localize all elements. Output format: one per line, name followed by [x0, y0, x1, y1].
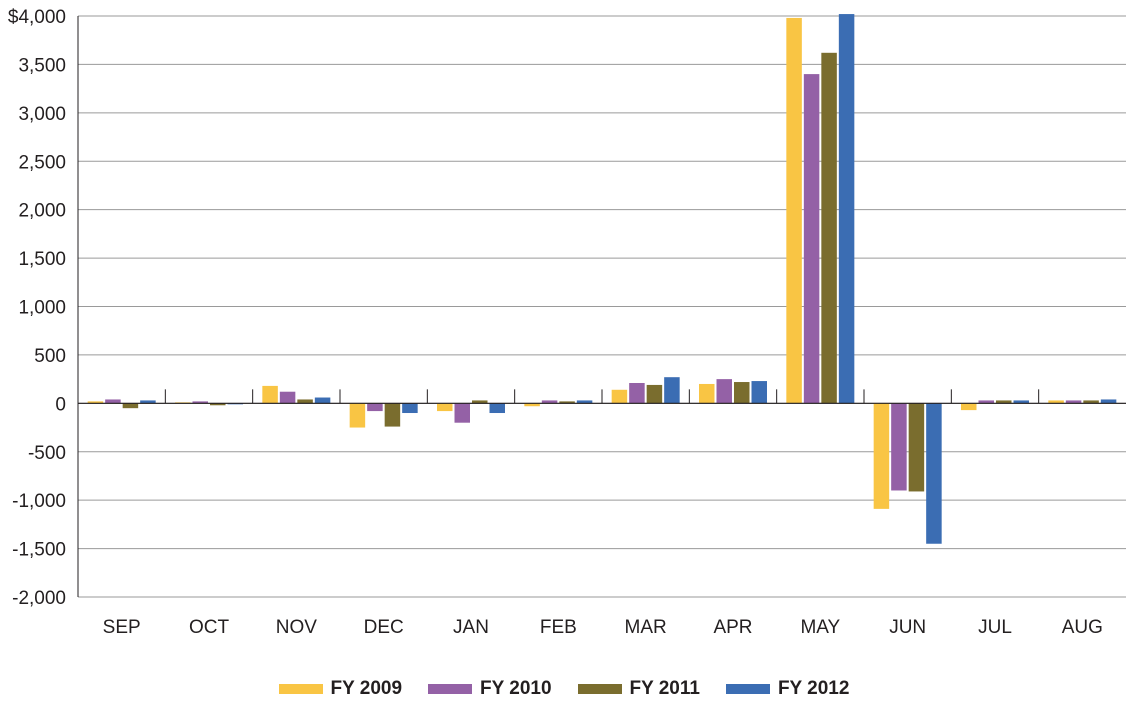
bar-fy-2012-jan [489, 403, 505, 414]
bar-fy-2010-jun [891, 403, 907, 491]
bar-fy-2012-dec [402, 403, 418, 414]
legend: FY 2009 FY 2010 FY 2011 FY 2012 [0, 676, 1128, 702]
legend-label: FY 2011 [629, 678, 700, 699]
category-label: OCT [189, 617, 230, 638]
bar-fy-2010-feb [541, 400, 558, 404]
bars [87, 14, 1117, 544]
legend-item: FY 2011 [577, 678, 700, 700]
bar-fy-2009-feb [524, 403, 540, 407]
y-tick-label: 1,000 [18, 298, 66, 319]
legend-label: FY 2009 [330, 678, 403, 699]
category-label: JUN [889, 617, 926, 638]
bar-fy-2010-jan [454, 403, 470, 423]
legend-item: FY 2009 [278, 678, 403, 700]
category-label: MAY [800, 617, 840, 638]
category-label: JAN [453, 617, 489, 638]
bar-fy-2012-feb [576, 400, 593, 404]
bar-fy-2010-sep [105, 399, 121, 404]
bar-fy-2009-may [786, 17, 802, 404]
bar-fy-2011-apr [734, 382, 750, 404]
y-tick-label: -2,000 [12, 588, 66, 609]
bar-fy-2012-sep [140, 400, 156, 404]
bar-fy-2011-jun [908, 403, 925, 492]
legend-swatch [577, 684, 622, 694]
bar-fy-2011-may [821, 52, 837, 404]
bar-fy-2009-dec [349, 403, 366, 428]
bar-fy-2009-sep [87, 401, 104, 404]
bar-fy-2009-mar [611, 389, 628, 404]
y-tick-label: 1,500 [18, 249, 66, 270]
bar-fy-2011-aug [1083, 400, 1099, 404]
category-label: FEB [540, 617, 577, 638]
category-label: NOV [276, 617, 318, 638]
bar-fy-2012-jun [926, 403, 942, 544]
legend-swatch [428, 684, 473, 694]
y-tick-label: 3,000 [18, 104, 66, 125]
y-tick-label: 0 [55, 394, 66, 415]
category-label: APR [713, 617, 752, 638]
legend-item: FY 2010 [428, 678, 552, 700]
bar-fy-2011-feb [559, 401, 575, 404]
bar-fy-2012-apr [751, 381, 767, 404]
bar-fy-2011-mar [646, 384, 663, 404]
x-axis-category-labels: SEP OCT NOV DEC JAN FEB MAR APR MAY JUN JUL AUG [103, 617, 1103, 638]
legend-swatch [278, 684, 323, 694]
bar-fy-2010-mar [629, 382, 645, 404]
bar-chart: $4,000 3,500 3,000 2,500 2,000 1,500 1,000 500 0… [8, 7, 1126, 638]
category-label: SEP [103, 617, 141, 638]
legend-item: FY 2012 [725, 678, 850, 700]
bar-fy-2011-sep [122, 403, 139, 409]
bar-fy-2011-dec [384, 403, 401, 427]
bar-fy-2010-dec [367, 403, 383, 412]
bar-fy-2009-jul [961, 403, 977, 411]
bar-fy-2010-nov [279, 391, 296, 404]
y-tick-label: $4,000 [8, 7, 66, 28]
bar-fy-2011-jan [472, 400, 488, 404]
bar-fy-2012-may [838, 14, 855, 404]
bar-fy-2010-aug [1065, 400, 1082, 404]
bar-fy-2010-jul [978, 400, 994, 404]
y-tick-label: -500 [28, 443, 66, 464]
bar-fy-2009-aug [1048, 400, 1064, 404]
legend-label: FY 2010 [480, 678, 552, 699]
bar-fy-2009-nov [262, 385, 278, 404]
category-label: MAR [625, 617, 667, 638]
bar-fy-2011-jul [996, 400, 1012, 404]
legend-label: FY 2012 [777, 678, 850, 699]
bar-fy-2012-jul [1013, 400, 1029, 404]
y-tick-label: 2,500 [18, 152, 66, 173]
gridlines [78, 15, 1126, 598]
y-tick-label: 2,000 [18, 201, 66, 222]
y-tick-label: -1,500 [12, 540, 66, 561]
bar-fy-2012-mar [664, 377, 680, 404]
bar-fy-2011-nov [297, 399, 313, 404]
bar-fy-2010-may [803, 74, 820, 404]
category-label: AUG [1062, 617, 1103, 638]
bar-fy-2009-apr [699, 383, 715, 404]
bar-fy-2012-nov [314, 397, 331, 404]
bar-fy-2011-oct [210, 403, 226, 406]
bar-fy-2009-jan [437, 403, 453, 412]
bar-fy-2010-oct [192, 401, 208, 404]
category-label: JUL [978, 617, 1012, 638]
axes [77, 16, 1126, 597]
legend-swatch [725, 684, 770, 694]
bar-fy-2012-aug [1100, 399, 1117, 404]
y-tick-label: 500 [34, 346, 66, 367]
bar-fy-2009-jun [873, 403, 890, 509]
y-axis-tick-labels: $4,000 3,500 3,000 2,500 2,000 1,500 1,000 500 0… [8, 7, 66, 609]
y-tick-label: 3,500 [18, 55, 66, 76]
bar-fy-2010-apr [716, 379, 732, 404]
category-label: DEC [364, 617, 404, 638]
y-tick-label: -1,000 [12, 491, 66, 512]
